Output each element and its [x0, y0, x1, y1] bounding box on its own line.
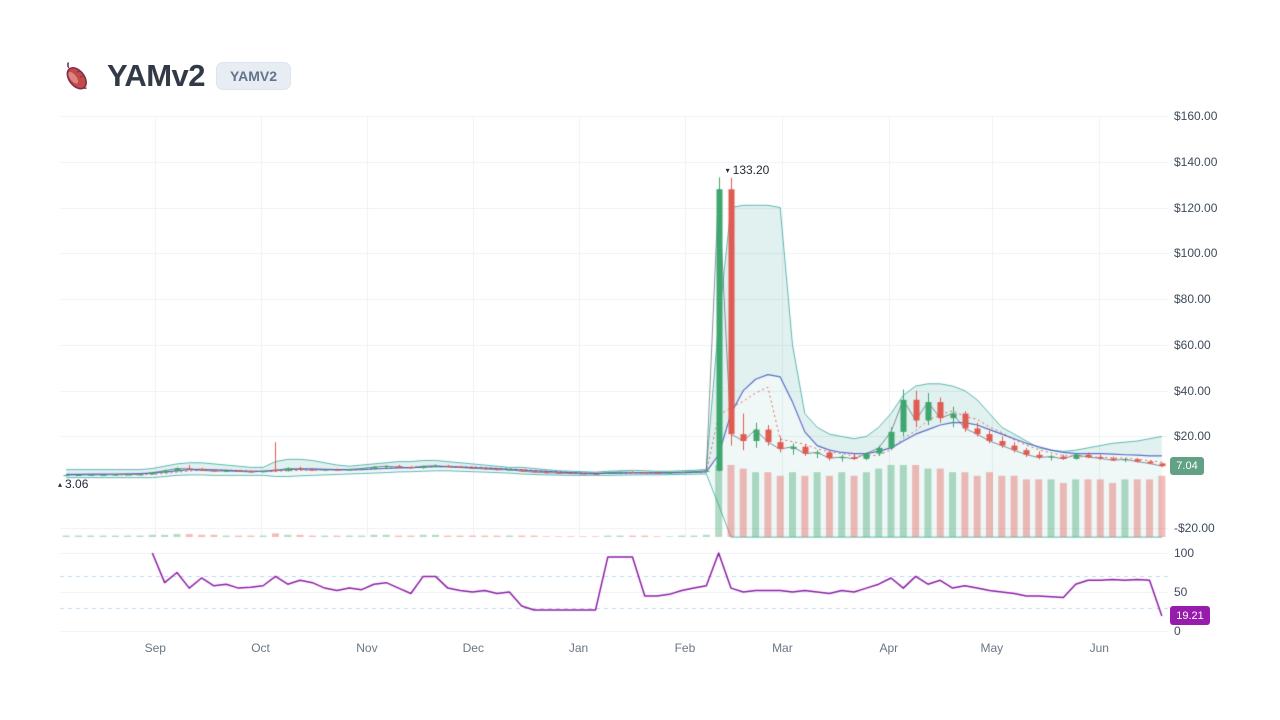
high-annotation: ▾ 133.20 [726, 163, 770, 177]
low-annotation: ▴ 3.06 [58, 477, 88, 491]
down-triangle-icon: ▾ [725, 166, 730, 176]
rsi-value-badge: 19.21 [1170, 606, 1210, 626]
high-annotation-value: 133.20 [732, 163, 770, 178]
up-triangle-icon: ▴ [58, 480, 63, 490]
last-price-badge: 7.04 [1170, 457, 1204, 476]
header: YAMv2 YAMV2 [56, 56, 291, 96]
low-annotation-value: 3.06 [65, 477, 89, 492]
yam-icon [56, 56, 96, 96]
symbol-badge: YAMV2 [216, 62, 291, 90]
page-title: YAMv2 [107, 58, 206, 93]
